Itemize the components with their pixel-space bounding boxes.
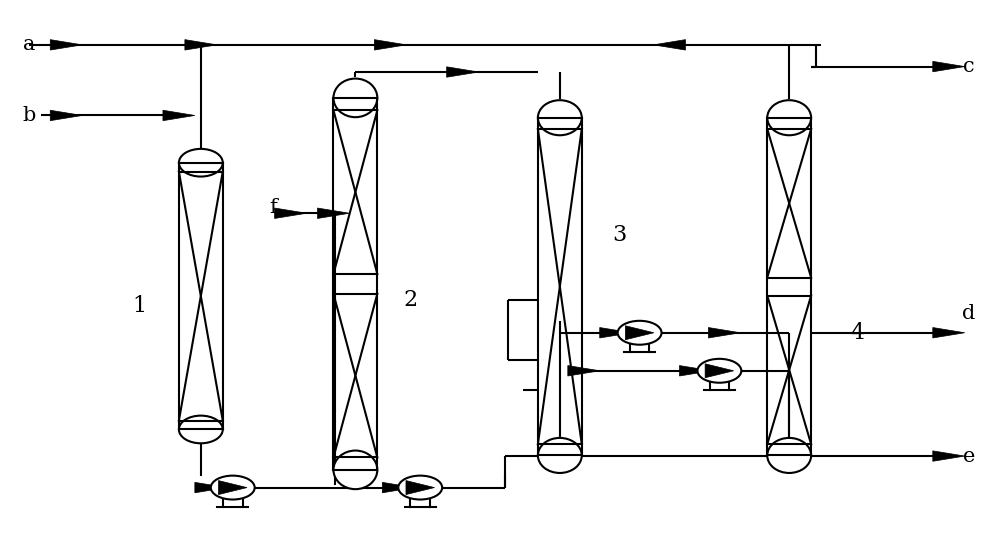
Text: a: a — [23, 35, 35, 55]
Text: d: d — [962, 304, 975, 323]
Polygon shape — [406, 480, 434, 495]
Polygon shape — [654, 40, 685, 50]
Polygon shape — [163, 110, 195, 121]
Polygon shape — [708, 328, 740, 338]
Polygon shape — [933, 328, 965, 338]
Text: 1: 1 — [132, 295, 146, 317]
Polygon shape — [50, 110, 82, 121]
Ellipse shape — [767, 100, 811, 135]
Polygon shape — [568, 366, 600, 376]
Text: e: e — [963, 447, 975, 466]
Ellipse shape — [538, 438, 582, 473]
Ellipse shape — [333, 450, 377, 489]
Polygon shape — [218, 480, 247, 495]
Polygon shape — [185, 40, 217, 50]
Circle shape — [398, 476, 442, 500]
Text: 4: 4 — [850, 322, 864, 344]
Circle shape — [211, 476, 255, 500]
Polygon shape — [447, 67, 479, 77]
Circle shape — [697, 359, 741, 383]
Polygon shape — [195, 482, 227, 493]
Polygon shape — [600, 328, 632, 338]
Polygon shape — [933, 61, 965, 72]
Ellipse shape — [179, 149, 223, 176]
Ellipse shape — [767, 438, 811, 473]
Ellipse shape — [179, 416, 223, 443]
Circle shape — [618, 321, 662, 345]
Polygon shape — [382, 482, 414, 493]
Text: f: f — [269, 198, 277, 217]
Text: b: b — [23, 106, 36, 125]
Text: 2: 2 — [403, 289, 417, 311]
Polygon shape — [625, 326, 654, 340]
Polygon shape — [679, 366, 711, 376]
Text: c: c — [963, 57, 975, 76]
Ellipse shape — [538, 100, 582, 135]
Polygon shape — [933, 451, 965, 461]
Polygon shape — [374, 40, 406, 50]
Ellipse shape — [333, 79, 377, 117]
Polygon shape — [275, 208, 307, 218]
Polygon shape — [705, 364, 734, 378]
Polygon shape — [318, 208, 349, 218]
Polygon shape — [50, 40, 82, 50]
Text: 3: 3 — [613, 224, 627, 246]
